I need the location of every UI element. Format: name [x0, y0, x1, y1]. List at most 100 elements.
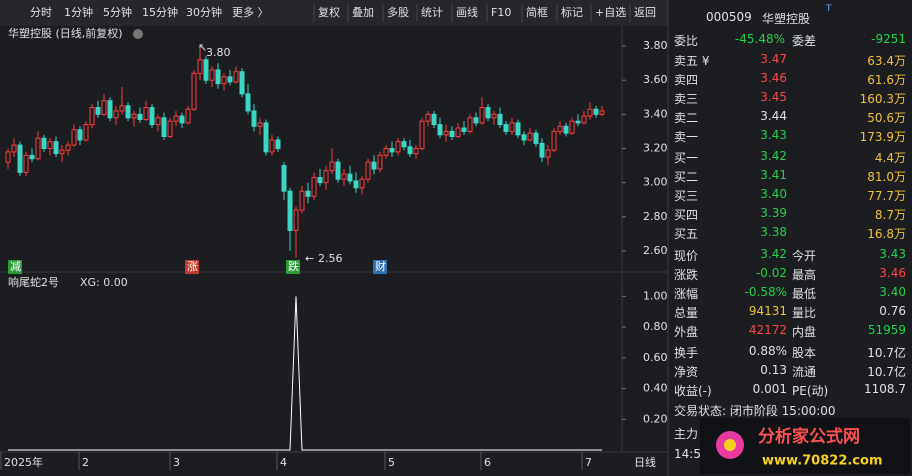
event-marker-bg [8, 260, 22, 274]
candle-body [185, 108, 191, 124]
order-price: 3.45 [760, 90, 787, 104]
order-volume: 63.4万 [867, 54, 906, 68]
candle-body [323, 170, 329, 184]
event-marker[interactable]: 减 [10, 260, 21, 273]
candle-body [101, 100, 107, 115]
order-volume: 173.9万 [859, 130, 906, 144]
period-tab[interactable]: 更多 〉 [232, 5, 269, 19]
order-label: 卖四 [674, 73, 699, 87]
candle-body [257, 122, 263, 127]
stat-label: 内盘 [792, 325, 817, 339]
trade-status: 交易状态: 闭市阶段 15:00:00 [674, 404, 836, 418]
period-tab[interactable]: 15分钟 [142, 5, 178, 19]
stat-value: -0.02 [755, 266, 787, 280]
y-tick-label: 2.60 [643, 244, 668, 257]
candle-body [467, 117, 473, 132]
candle-body [287, 190, 293, 231]
candle-body [221, 76, 227, 85]
candle-body [581, 115, 587, 124]
candle-body [47, 141, 53, 150]
event-marker-bg [185, 260, 199, 274]
stat-label: 涨跌 [674, 268, 699, 282]
toolbar-button[interactable]: +自选 [595, 6, 626, 19]
candle-body [449, 130, 455, 138]
order-price: 3.39 [760, 206, 787, 220]
x-tick-label: 5 [388, 456, 395, 469]
candle-body [401, 141, 407, 148]
order-volume: 160.3万 [859, 92, 906, 106]
indicator-readout: XG: 0.00 [80, 276, 128, 289]
period-tab[interactable]: 分时 [30, 6, 52, 19]
stock-name: 华塑控股 [762, 12, 811, 26]
y-tick-label: 0.20 [643, 412, 668, 425]
candle-body [167, 120, 173, 138]
stat-value: 94131 [748, 304, 787, 318]
candle-body [575, 120, 581, 124]
toolbar-button[interactable]: 标记 [561, 5, 583, 19]
candle-body [107, 100, 113, 119]
main-force: 主力 [674, 427, 699, 441]
candle-body [143, 107, 149, 120]
stat-value: 3.40 [879, 285, 906, 299]
candle-body [95, 107, 101, 115]
toolbar-button[interactable]: 复权 [318, 5, 340, 19]
candle-body [161, 117, 167, 138]
order-volume: 4.4万 [874, 151, 906, 165]
order-price: 3.42 [760, 149, 787, 163]
stat-value: 42172 [748, 323, 787, 337]
candle-body [461, 127, 467, 132]
order-label: 买一 [674, 151, 699, 165]
low-label: 2.56 [318, 252, 343, 265]
stat-value: 0.13 [760, 363, 787, 377]
candle-body [557, 125, 563, 132]
candle-body [491, 113, 497, 119]
toolbar-button[interactable]: 多股 [387, 5, 409, 19]
toolbar-button[interactable]: 画线 [456, 5, 478, 19]
period-tab[interactable]: 30分钟 [186, 5, 222, 19]
period-tab[interactable]: 1分钟 [64, 5, 93, 19]
toolbar-button[interactable]: 简框 [526, 5, 548, 19]
high-arrow: ↖ [198, 41, 207, 54]
stat-value: 10.7亿 [867, 365, 906, 379]
candle-body [5, 151, 11, 163]
y-tick-label: 2.80 [643, 210, 668, 223]
order-label: 卖三 [674, 92, 699, 106]
toolbar-button[interactable]: 统计 [421, 6, 443, 19]
candle-body [35, 137, 41, 160]
toolbar-button[interactable]: 叠加 [352, 6, 374, 19]
event-marker[interactable]: 跌 [288, 259, 299, 273]
logo-center [724, 439, 736, 451]
candle-body [317, 177, 323, 184]
y-tick-label: 0.80 [643, 320, 668, 333]
candle-body [299, 190, 305, 211]
x-tick-label: 2 [82, 456, 89, 469]
order-label: 买二 [674, 170, 699, 184]
event-marker[interactable]: 财 [375, 259, 386, 273]
candle-body [365, 161, 371, 180]
order-volume: 16.8万 [867, 227, 906, 241]
title-icon[interactable] [133, 29, 143, 39]
candle-body [527, 132, 533, 141]
candle-body [137, 113, 143, 120]
candle-body [347, 173, 353, 182]
stat-label: 最高 [792, 268, 817, 282]
stat-label: 外盘 [674, 325, 699, 339]
order-price: 3.43 [760, 128, 787, 142]
toolbar-button[interactable]: F10 [491, 6, 511, 19]
candle-body [455, 127, 461, 138]
event-marker[interactable]: 涨 [187, 260, 198, 273]
candle-body [539, 142, 545, 158]
stat-value: 0.76 [879, 304, 906, 318]
stat-value: 3.43 [879, 247, 906, 261]
candle-body [209, 69, 215, 81]
candle-body [29, 154, 35, 160]
order-label: 卖二 [674, 111, 699, 125]
candle-body [227, 76, 233, 83]
stat-label: 今开 [792, 249, 817, 263]
toolbar-button[interactable]: 返回 [634, 6, 656, 19]
period-tab[interactable]: 5分钟 [103, 5, 132, 19]
label: 委差 [792, 34, 817, 48]
period-label: 日线 [634, 455, 656, 469]
stat-value: 51959 [867, 323, 906, 337]
candle-body [233, 71, 239, 83]
